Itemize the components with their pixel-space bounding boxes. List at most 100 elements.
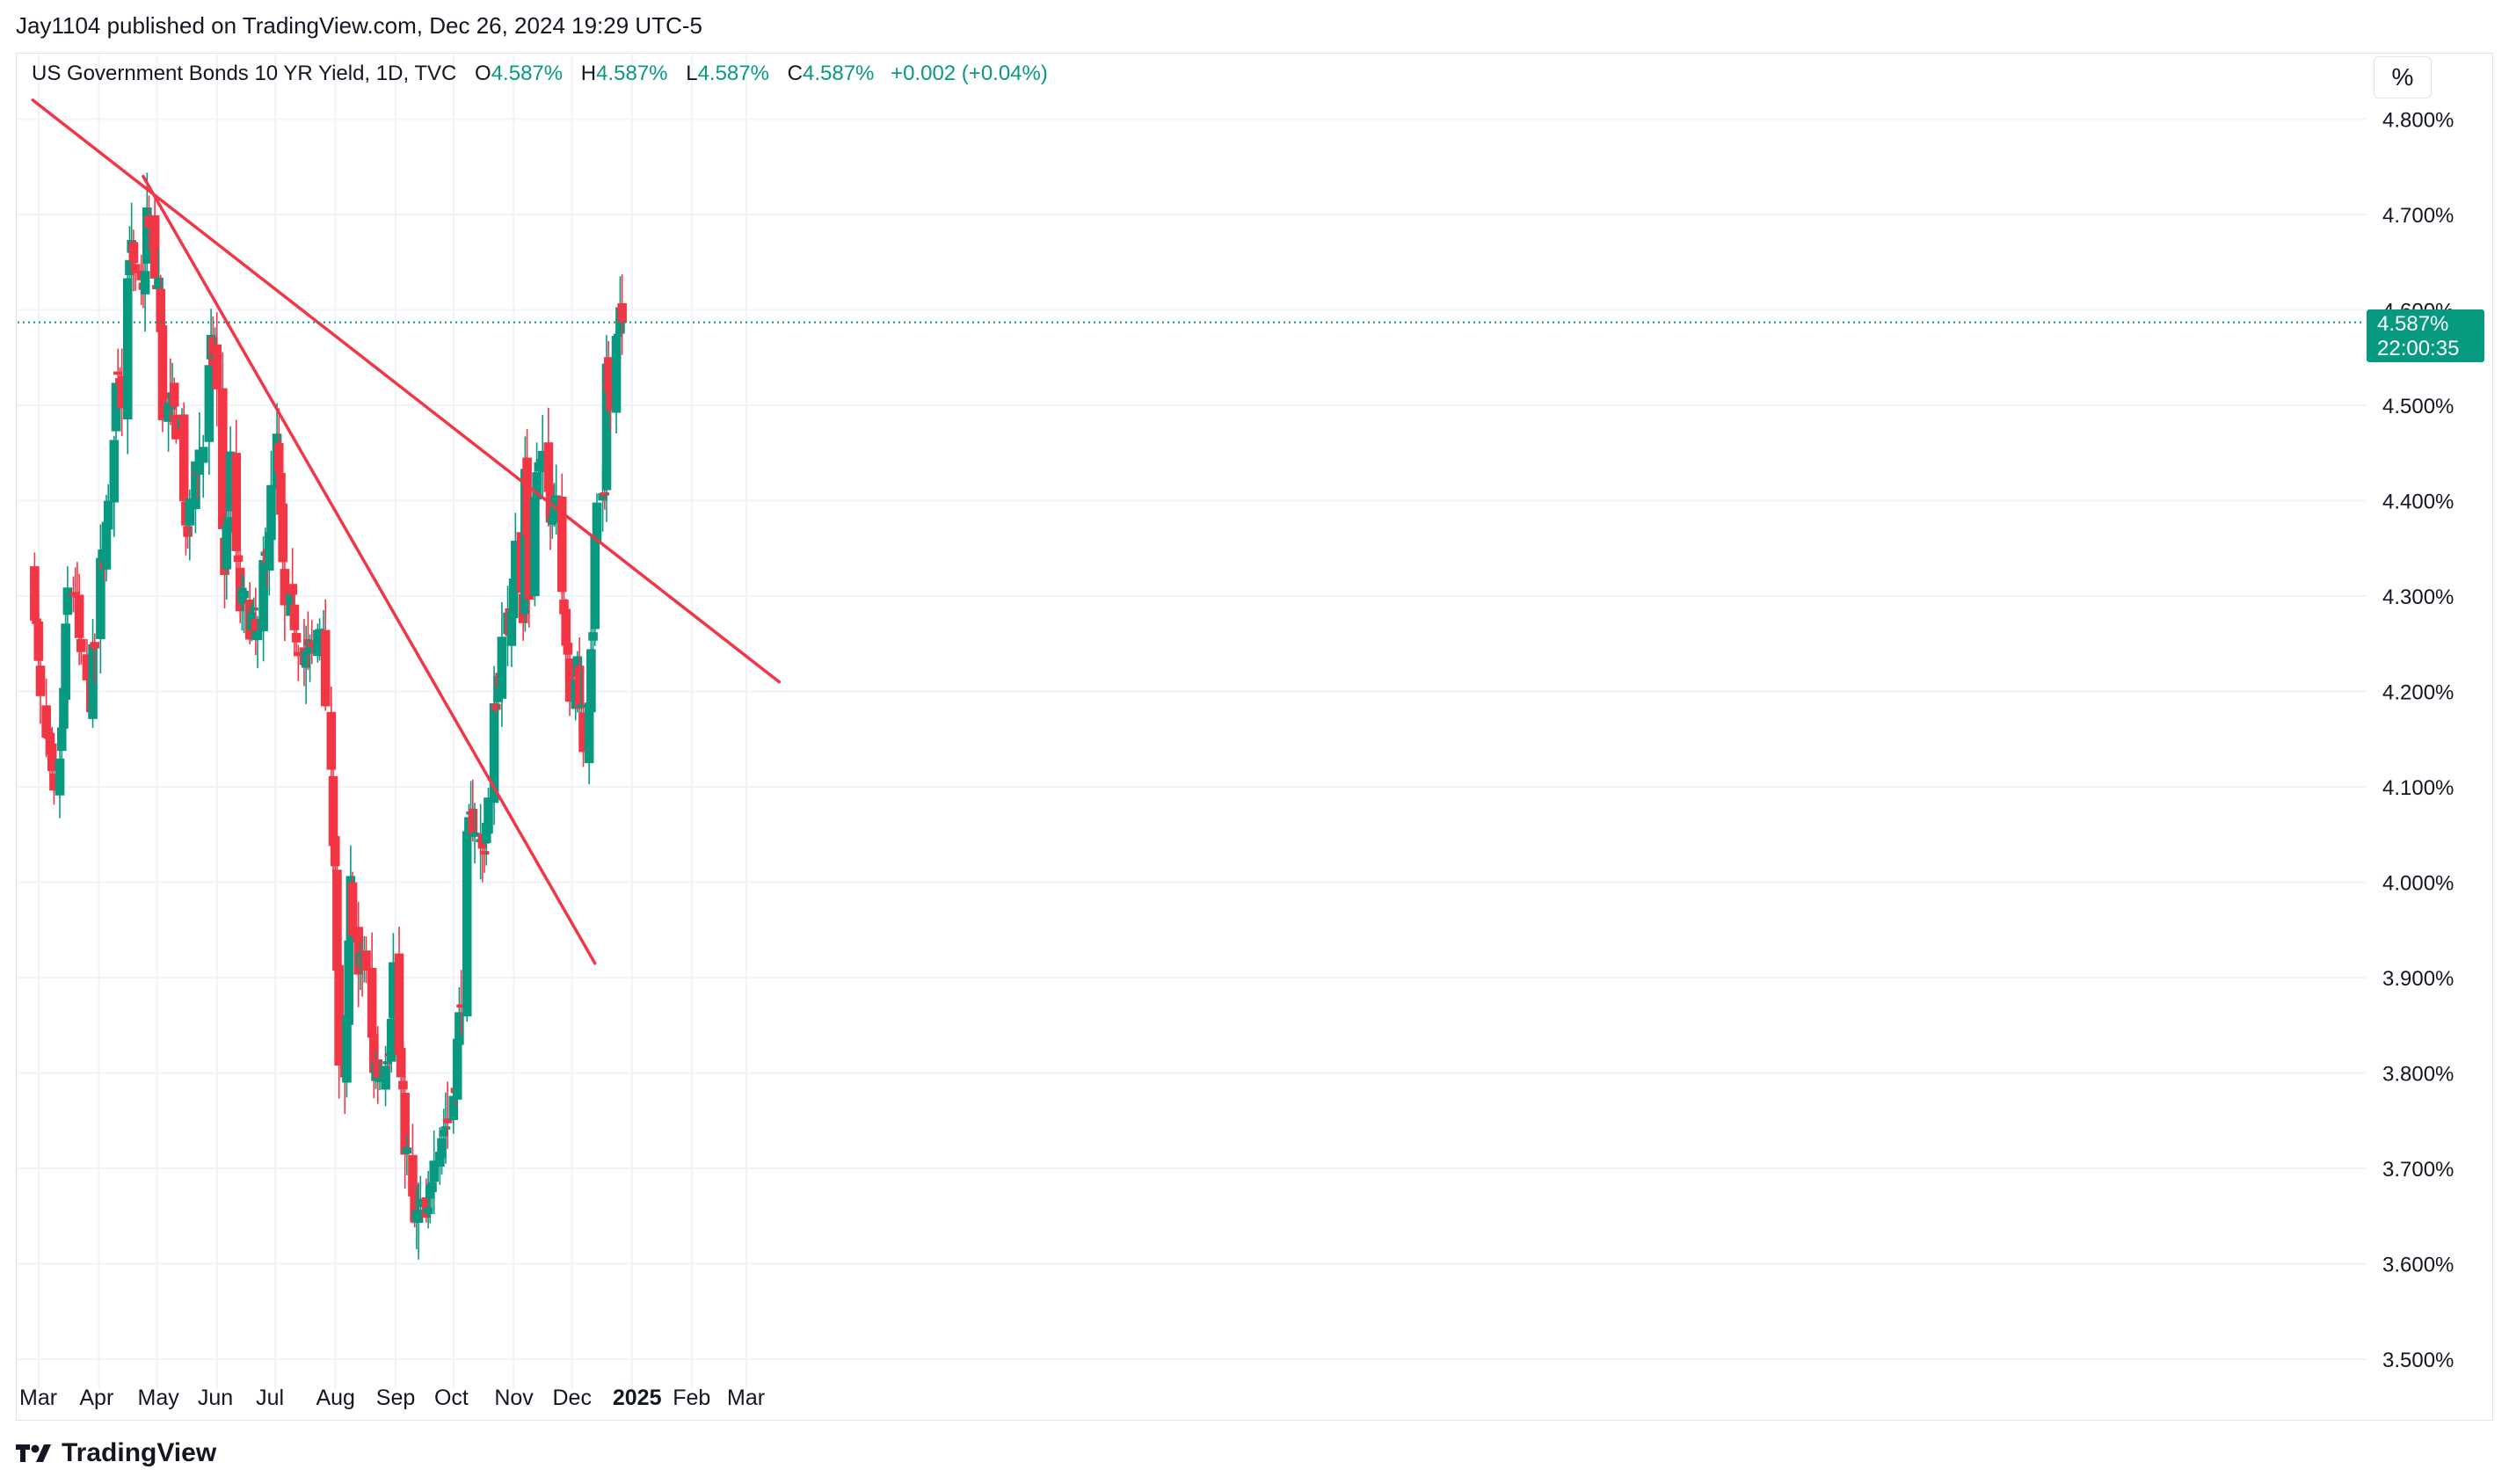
candle <box>469 832 480 837</box>
candle <box>252 630 263 641</box>
candle <box>212 344 222 389</box>
y-tick-label: 4.200% <box>2382 681 2454 705</box>
candle <box>88 644 98 719</box>
candle <box>613 333 623 338</box>
x-tick-label: Nov <box>494 1386 534 1410</box>
candle <box>330 836 340 867</box>
x-tick-label: 2025 <box>613 1386 662 1410</box>
candle <box>563 643 573 655</box>
candle <box>588 632 598 641</box>
candle <box>611 336 622 413</box>
candle <box>421 1197 432 1218</box>
candle <box>273 442 284 473</box>
candle <box>149 215 160 279</box>
candle <box>332 869 342 971</box>
x-tick-label: Mar <box>727 1386 765 1410</box>
candle <box>334 964 344 1066</box>
close-label: C <box>787 62 803 85</box>
candle <box>251 619 261 632</box>
candle <box>122 278 133 420</box>
candle <box>530 497 540 597</box>
y-tick-label: 4.300% <box>2382 586 2454 609</box>
candle <box>90 642 100 649</box>
candle <box>204 365 215 442</box>
candle <box>266 484 276 541</box>
candle <box>361 950 371 971</box>
candle <box>396 1048 406 1078</box>
bar-countdown: 22:00:35 <box>2377 337 2460 360</box>
candle <box>231 453 242 551</box>
candle <box>484 797 493 834</box>
candle <box>373 1058 383 1079</box>
y-tick-label: 3.500% <box>2382 1349 2454 1372</box>
candle <box>382 1061 393 1065</box>
candle <box>326 711 337 770</box>
y-tick-label: 4.000% <box>2382 872 2454 896</box>
y-tick-label: 3.700% <box>2382 1158 2454 1182</box>
high-label: H <box>580 62 597 85</box>
candle <box>113 371 123 375</box>
x-tick-label: Apr <box>79 1386 113 1410</box>
candle <box>223 517 234 533</box>
candle <box>233 555 244 562</box>
x-tick-label: May <box>138 1386 180 1410</box>
candle <box>386 1018 396 1062</box>
candle <box>398 1080 408 1090</box>
candle <box>617 302 627 324</box>
candle <box>577 704 586 708</box>
candle <box>56 727 67 752</box>
percent-scale-button[interactable]: % <box>2374 56 2432 98</box>
low-value: 4.587% <box>697 62 769 85</box>
x-tick-label: Jul <box>256 1386 284 1410</box>
candle <box>47 743 57 772</box>
candle <box>156 288 166 332</box>
candle <box>448 1095 459 1121</box>
candle <box>96 557 105 639</box>
brand-name: TradingView <box>62 1438 217 1467</box>
candle <box>556 496 567 593</box>
x-tick-label: Sep <box>376 1386 415 1410</box>
candle <box>103 500 113 530</box>
candle <box>183 526 193 537</box>
candle <box>437 1138 447 1159</box>
candle <box>574 666 585 709</box>
candle <box>479 850 490 855</box>
candle <box>154 277 164 289</box>
x-tick-label: Dec <box>553 1386 592 1410</box>
candle <box>491 703 501 710</box>
candle <box>328 775 338 847</box>
candle <box>442 1118 453 1124</box>
candle <box>157 325 168 420</box>
x-tick-label: Oct <box>434 1386 469 1410</box>
symbol-legend: US Government Bonds 10 YR Yield, 1D, TVC… <box>32 62 1048 86</box>
y-tick-label: 4.800% <box>2382 109 2454 133</box>
candle <box>600 491 610 496</box>
candle <box>128 242 139 264</box>
candle <box>140 271 150 295</box>
candle <box>439 1129 449 1137</box>
candle <box>452 1038 462 1100</box>
candle <box>239 590 249 599</box>
candle <box>291 633 302 643</box>
y-tick-label: 4.100% <box>2382 776 2454 800</box>
candle <box>198 447 208 463</box>
tradingview-logo[interactable]: TradingView <box>16 1438 216 1468</box>
chart-frame <box>16 53 2493 1421</box>
candle <box>62 587 73 615</box>
candle <box>592 502 602 543</box>
candle <box>497 637 507 699</box>
x-tick-label: Aug <box>316 1386 354 1410</box>
candle <box>249 607 258 611</box>
candle <box>342 1015 352 1083</box>
candle <box>35 666 46 696</box>
x-tick-label: Jun <box>198 1386 233 1410</box>
candle <box>130 264 141 273</box>
last-price-value: 4.587% <box>2377 312 2449 336</box>
x-tick-label: Mar <box>19 1386 57 1410</box>
candle <box>468 808 478 835</box>
candle <box>532 472 542 500</box>
y-tick-label: 3.600% <box>2382 1254 2454 1277</box>
candle <box>440 1126 451 1130</box>
candle <box>109 440 120 503</box>
